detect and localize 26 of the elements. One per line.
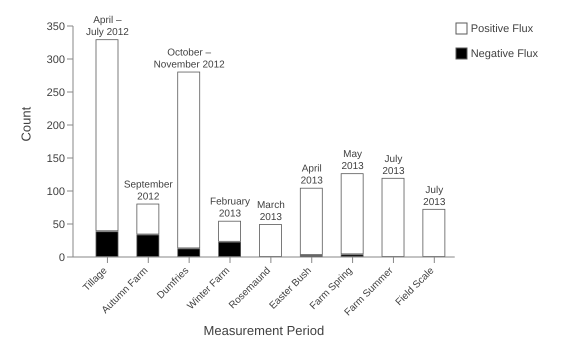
bar <box>422 208 446 257</box>
annotation: July 2013 <box>382 154 406 177</box>
bar <box>340 173 364 254</box>
y-tick-label: 0 <box>58 252 65 264</box>
annotation: April – July 2012 <box>86 15 130 38</box>
y-tick-label: 150 <box>46 152 65 165</box>
y-tick-label: 300 <box>46 54 65 66</box>
annotation: September 2012 <box>124 180 174 203</box>
y-tick-label: 350 <box>46 20 65 33</box>
annotation: May 2013 <box>341 149 364 172</box>
y-tick-label: 250 <box>46 86 65 99</box>
bar <box>300 188 323 255</box>
bar <box>382 178 404 257</box>
legend-label: Negative Flux <box>470 47 538 60</box>
annotation: April 2013 <box>300 164 324 187</box>
y-axis-title: Count <box>18 106 34 142</box>
y-tick-label: 200 <box>46 120 65 132</box>
legend-label: Positive Flux <box>470 22 534 35</box>
annotation: October – November 2012 <box>154 48 226 71</box>
y-tick-label: 100 <box>46 186 65 198</box>
x-axis-title: Measurement Period <box>204 323 324 338</box>
annotation: February 2013 <box>210 196 250 220</box>
annotation: March 2013 <box>256 200 285 223</box>
y-tick-label: 50 <box>52 218 65 231</box>
annotation: July 2013 <box>423 184 446 208</box>
bar <box>259 224 282 257</box>
